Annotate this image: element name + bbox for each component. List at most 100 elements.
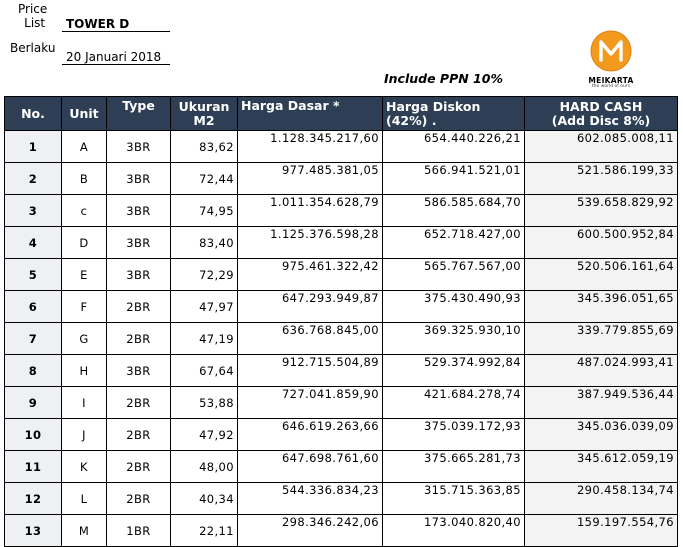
cell-unit: K [61,450,107,483]
cell-no: 8 [4,354,62,387]
cell-type: 2BR [106,450,171,483]
cell-size: 47,92 [170,418,238,451]
logo-brand: MEIKARTA [588,76,634,85]
cell-hard-cash: 539.658.829,92 [524,194,678,227]
meikarta-logo-icon [590,30,632,72]
cell-type: 3BR [106,354,171,387]
cell-base-price: 636.768.845,00 [237,322,383,355]
cell-size: 48,00 [170,450,238,483]
cell-hard-cash: 339.779.855,69 [524,322,678,355]
cell-no: 11 [4,450,62,483]
col-header-type: Type [106,96,171,131]
cell-base-price: 298.346.242,06 [237,514,383,547]
cell-hard-cash: 345.036.039,09 [524,418,678,451]
cell-unit: J [61,418,107,451]
discount-header-line2: (42%) . [386,112,437,128]
berlaku-label: Berlaku [10,41,56,55]
cell-base-price: 977.485.381,05 [237,162,383,195]
cell-no: 2 [4,162,62,195]
date-value: 20 Januari 2018 [62,50,170,65]
cell-size: 74,95 [170,194,238,227]
cell-hard-cash: 602.085.008,11 [524,130,678,163]
cell-base-price: 647.293.949,87 [237,290,383,323]
cell-discount-price: 566.941.521,01 [382,162,525,195]
cell-hard-cash: 345.396.051,65 [524,290,678,323]
table-row: 5 E 3BR 72,29 975.461.322,42 565.767.567,00 52… [4,258,678,291]
cell-hard-cash: 159.197.554,76 [524,514,678,547]
cell-base-price: 646.619.263,66 [237,418,383,451]
cell-type: 1BR [106,514,171,547]
cell-unit: F [61,290,107,323]
cell-discount-price: 421.684.278,74 [382,386,525,419]
col-header-cash: HARD CASH (Add Disc 8%) [524,96,678,131]
cell-type: 3BR [106,194,171,227]
cell-discount-price: 529.374.992,84 [382,354,525,387]
cell-discount-price: 565.767.567,00 [382,258,525,291]
price-label-line1: Price [18,2,48,16]
cash-header-line2: (Add Disc 8%) [551,112,651,128]
table-row: 1 A 3BR 83,62 1.128.345.217,60 654.440.226,21… [4,130,678,163]
size-header-line2: M2 [193,112,215,128]
table-row: 9 I 2BR 53,88 727.041.859,90 421.684.278,74 38… [4,386,678,419]
table-row: 2 B 3BR 72,44 977.485.381,05 566.941.521,01 52… [4,162,678,195]
cell-no: 5 [4,258,62,291]
cell-unit: M [61,514,107,547]
cell-size: 72,29 [170,258,238,291]
cell-hard-cash: 600.500.952,84 [524,226,678,259]
cell-discount-price: 369.325.930,10 [382,322,525,355]
cell-hard-cash: 290.458.134,74 [524,482,678,515]
col-header-size: Ukuran M2 [170,96,238,131]
price-list-label: Price List [18,2,47,30]
cell-unit: c [61,194,107,227]
table-row: 4 D 3BR 83,40 1.125.376.598,28 652.718.427,00… [4,226,678,259]
cell-discount-price: 654.440.226,21 [382,130,525,163]
cell-size: 53,88 [170,386,238,419]
ppn-note: Include PPN 10% [384,71,503,86]
cell-type: 3BR [106,162,171,195]
cell-base-price: 727.041.859,90 [237,386,383,419]
cell-no: 7 [4,322,62,355]
col-header-no: No. [4,96,62,131]
cell-no: 13 [4,514,62,547]
cell-type: 2BR [106,418,171,451]
cell-base-price: 1.011.354.628,79 [237,194,383,227]
discount-header-line1: Harga Diskon [386,98,481,114]
cell-discount-price: 315.715.363,85 [382,482,525,515]
cell-hard-cash: 387.949.536,44 [524,386,678,419]
table-row: 12 L 2BR 40,34 544.336.834,23 315.715.363,85 2… [4,482,678,515]
cell-no: 12 [4,482,62,515]
meikarta-logo: MEIKARTA the world of ours [585,30,637,89]
table-row: 13 M 1BR 22,11 298.346.242,06 173.040.820,40 1… [4,514,678,547]
col-header-discount: Harga Diskon (42%) . [382,96,525,131]
cell-unit: B [61,162,107,195]
cell-no: 6 [4,290,62,323]
cell-hard-cash: 520.506.161,64 [524,258,678,291]
cell-size: 47,97 [170,290,238,323]
cell-no: 1 [4,130,62,163]
cell-type: 3BR [106,226,171,259]
cash-header-line1: HARD CASH [559,98,643,114]
cell-size: 67,64 [170,354,238,387]
cell-base-price: 647.698.761,60 [237,450,383,483]
table-row: 7 G 2BR 47,19 636.768.845,00 369.325.930,10 33… [4,322,678,355]
table-header-row: No. Unit Type Ukuran M2 Harga Dasar * Ha… [4,96,678,131]
cell-hard-cash: 487.024.993,41 [524,354,678,387]
cell-base-price: 544.336.834,23 [237,482,383,515]
table-row: 10 J 2BR 47,92 646.619.263,66 375.039.172,93 3… [4,418,678,451]
col-header-base: Harga Dasar * [237,96,383,131]
cell-unit: H [61,354,107,387]
cell-discount-price: 586.585.684,70 [382,194,525,227]
cell-size: 47,19 [170,322,238,355]
cell-base-price: 975.461.322,42 [237,258,383,291]
cell-type: 3BR [106,258,171,291]
cell-unit: L [61,482,107,515]
cell-no: 9 [4,386,62,419]
cell-discount-price: 652.718.427,00 [382,226,525,259]
cell-unit: I [61,386,107,419]
table-row: 8 H 3BR 67,64 912.715.504,89 529.374.992,84 48… [4,354,678,387]
cell-no: 10 [4,418,62,451]
cell-discount-price: 375.430.490,93 [382,290,525,323]
cell-size: 83,62 [170,130,238,163]
cell-unit: E [61,258,107,291]
cell-size: 22,11 [170,514,238,547]
